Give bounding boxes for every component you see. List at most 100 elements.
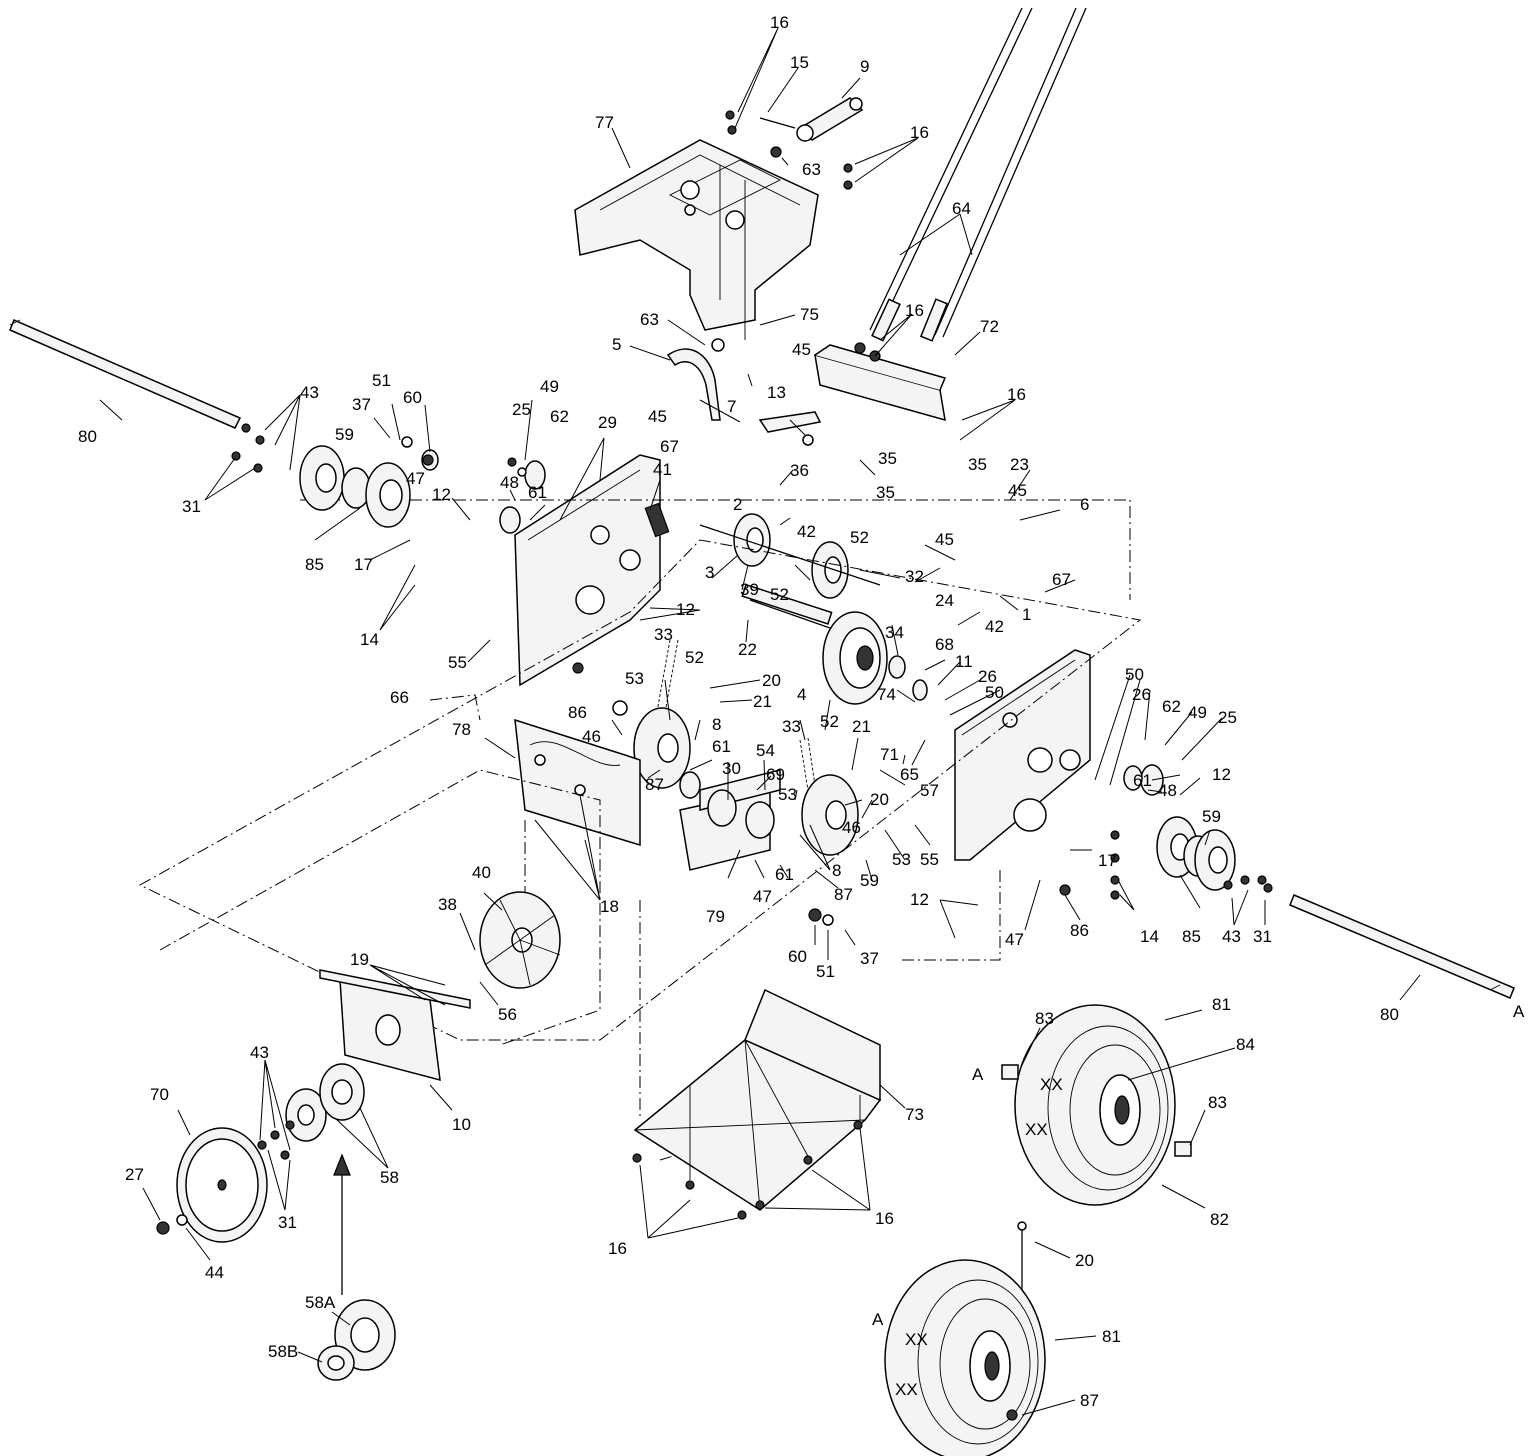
callout-75: 75	[800, 305, 819, 324]
callout-47: 47	[406, 469, 425, 488]
callout-37: 37	[352, 395, 371, 414]
callout-26: 26	[1132, 685, 1151, 704]
callout-21: 21	[753, 692, 772, 711]
callout-59: 59	[860, 871, 879, 890]
callout-66: 66	[390, 688, 409, 707]
callout-52: 52	[820, 712, 839, 731]
callout-85: 85	[1182, 927, 1201, 946]
callout-51: 51	[372, 371, 391, 390]
callout-58A: 58A	[305, 1293, 336, 1312]
callout-12: 12	[910, 890, 929, 909]
callout-60: 60	[788, 947, 807, 966]
callout-16: 16	[770, 13, 789, 32]
callout-60: 60	[403, 388, 422, 407]
wheels: ΧΧ ΧΧ ΧΧ ΧΧ	[884, 1004, 1192, 1456]
callout-64: 64	[952, 199, 971, 218]
callout-83: 83	[1035, 1009, 1054, 1028]
callout-80: 80	[78, 427, 97, 446]
callout-87: 87	[834, 885, 853, 904]
handle-cables	[869, 7, 1087, 342]
callout-22: 22	[738, 640, 757, 659]
callout-41: 41	[653, 460, 672, 479]
svg-text:ΧΧ: ΧΧ	[1040, 1075, 1063, 1094]
callout-53: 53	[625, 669, 644, 688]
svg-text:ΧΧ: ΧΧ	[905, 1330, 928, 1349]
callout-81: 81	[1212, 995, 1231, 1014]
callout-67: 67	[1052, 570, 1071, 589]
callout-20: 20	[762, 671, 781, 690]
callout-11: 11	[955, 652, 973, 671]
friction-wheel	[319, 891, 561, 1082]
leader-lines	[99, 27, 1421, 1416]
callout-47: 47	[1005, 930, 1024, 949]
callout-1: 1	[1022, 605, 1031, 624]
callout-10: 10	[452, 1115, 471, 1134]
callout-59: 59	[1202, 807, 1221, 826]
callout-40: 40	[472, 863, 491, 882]
callout-63: 63	[802, 160, 821, 179]
callout-37: 37	[860, 949, 879, 968]
callout-49: 49	[540, 377, 559, 396]
callout-43: 43	[1222, 927, 1241, 946]
callout-20: 20	[870, 790, 889, 809]
callout-61: 61	[712, 737, 731, 756]
callout-42: 42	[985, 617, 1004, 636]
callout-labels: 16 15 9 77 16 63 64 63 75 5 16 72 13 80 …	[78, 13, 1525, 1410]
callout-53: 53	[778, 785, 797, 804]
callout-30: 30	[722, 759, 741, 778]
callout-67: 67	[660, 437, 679, 456]
callout-17: 17	[1098, 851, 1117, 870]
callout-20: 20	[1075, 1251, 1094, 1270]
callout-3: 3	[705, 563, 714, 582]
callout-47: 47	[753, 887, 772, 906]
callout-68: 68	[935, 635, 954, 654]
assembly-outlines	[138, 499, 1142, 1205]
callout-32: 32	[905, 567, 924, 586]
bearing-flanges	[299, 445, 1236, 891]
callout-78: 78	[452, 720, 471, 739]
callout-23: 23	[1010, 455, 1029, 474]
svg-text:ΧΧ: ΧΧ	[895, 1380, 918, 1399]
cable-bracket	[814, 342, 947, 422]
callout-4: 4	[797, 685, 806, 704]
callout-56: 56	[498, 1005, 517, 1024]
callout-7: 7	[727, 397, 736, 416]
callout-61: 61	[775, 865, 794, 884]
callout-15: 15	[790, 53, 809, 72]
callout-18: 18	[600, 897, 619, 916]
callout-39: 39	[740, 580, 759, 599]
callout-13: 13	[767, 383, 786, 402]
left-side-frame	[514, 454, 670, 687]
callout-86: 86	[568, 703, 587, 722]
callout-26: 26	[978, 667, 997, 686]
callout-24: 24	[935, 591, 954, 610]
lever-9	[759, 97, 864, 142]
callout-58B: 58B	[268, 1342, 298, 1361]
callout-8: 8	[832, 861, 841, 880]
callout-46: 46	[582, 727, 601, 746]
callout-62: 62	[1162, 697, 1181, 716]
gearbox-brackets	[514, 718, 781, 871]
callout-55: 55	[448, 653, 467, 672]
callout-17: 17	[354, 555, 373, 574]
callout-14: 14	[1140, 927, 1159, 946]
callout-84: 84	[1236, 1035, 1255, 1054]
callout-16: 16	[910, 123, 929, 142]
callout-5: 5	[612, 335, 621, 354]
callout-16: 16	[875, 1209, 894, 1228]
callout-53: 53	[892, 850, 911, 869]
callout-52: 52	[770, 585, 789, 604]
callout-16: 16	[1007, 385, 1026, 404]
callout-63: 63	[640, 310, 659, 329]
chains	[633, 639, 859, 856]
callout-59: 59	[335, 425, 354, 444]
callout-82: 82	[1210, 1210, 1229, 1229]
drive-pulley	[156, 1063, 365, 1243]
callout-49: 49	[1188, 703, 1207, 722]
callout-A: A	[1513, 1002, 1525, 1021]
callout-55: 55	[920, 850, 939, 869]
callout-57: 57	[920, 781, 939, 800]
callout-62: 62	[550, 407, 569, 426]
callout-19: 19	[350, 950, 369, 969]
